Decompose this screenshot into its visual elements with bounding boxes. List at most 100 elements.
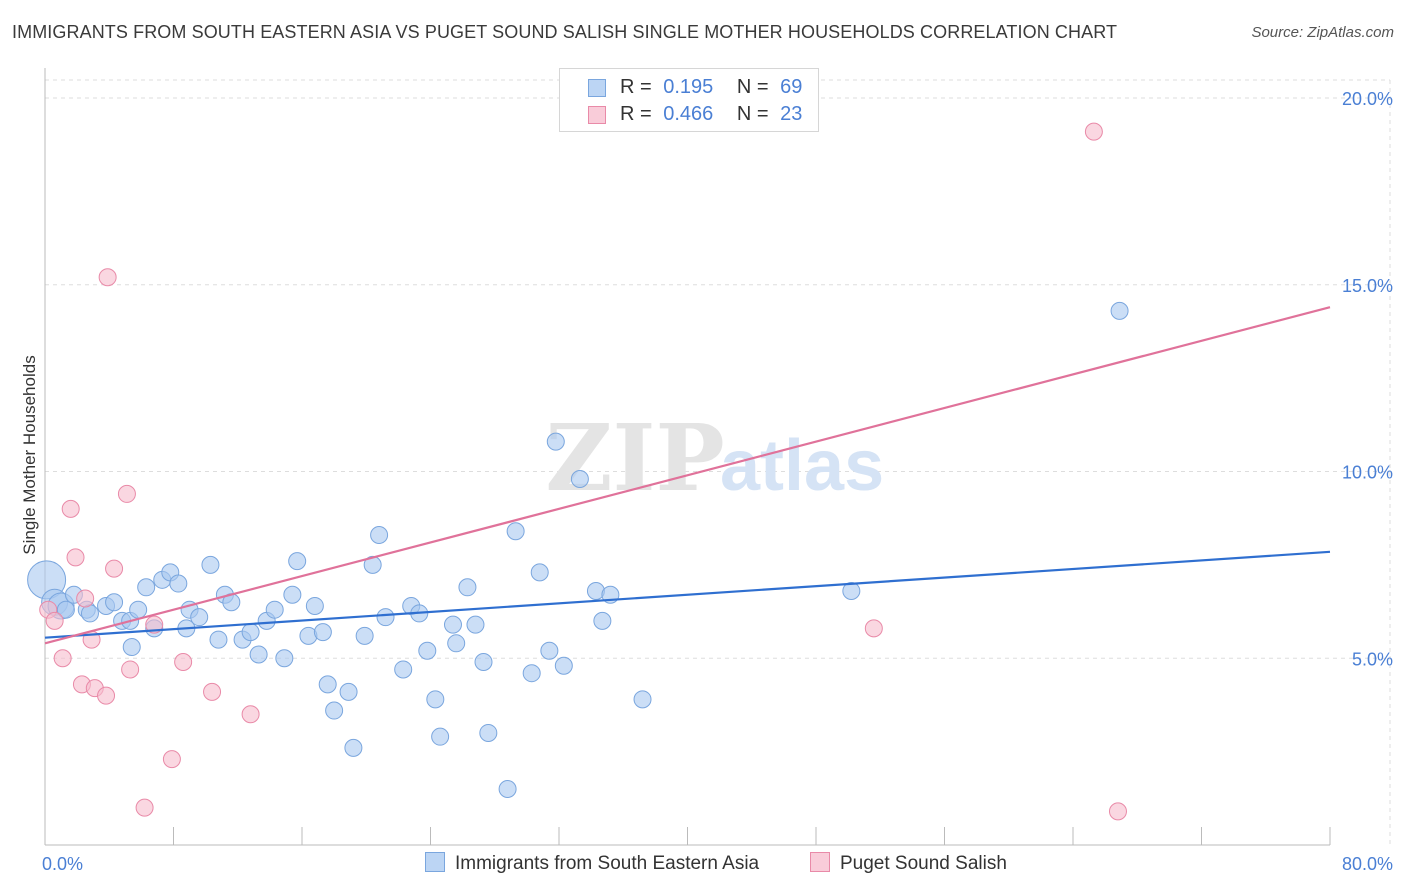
- point-immigrants-se-asia: [169, 574, 188, 593]
- point-puget-sound-salish: [66, 548, 85, 567]
- point-immigrants-se-asia: [498, 779, 517, 798]
- legend-swatch-blue: [588, 79, 606, 97]
- point-puget-sound-salish: [53, 649, 72, 668]
- point-immigrants-se-asia: [443, 615, 462, 634]
- point-immigrants-se-asia: [447, 634, 466, 653]
- y-tick-label: 10.0%: [1342, 463, 1393, 483]
- point-immigrants-se-asia: [283, 585, 302, 604]
- y-tick-label: 5.0%: [1352, 649, 1393, 669]
- series-swatch-pink: [810, 852, 830, 872]
- point-puget-sound-salish: [97, 686, 116, 705]
- legend-text-pink: R = 0.466 N = 23: [620, 103, 802, 126]
- series-swatch-blue: [425, 852, 445, 872]
- point-immigrants-se-asia: [241, 623, 260, 642]
- point-immigrants-se-asia: [288, 552, 307, 571]
- axes: [44, 68, 1331, 846]
- point-puget-sound-salish: [1084, 122, 1103, 141]
- legend-n-label: N =: [736, 76, 769, 98]
- legend-n-value: 23: [780, 103, 803, 125]
- point-puget-sound-salish: [61, 499, 80, 518]
- point-immigrants-se-asia: [593, 611, 612, 630]
- point-immigrants-se-asia: [275, 649, 294, 668]
- point-puget-sound-salish: [145, 615, 164, 634]
- point-immigrants-se-asia: [80, 604, 99, 623]
- point-immigrants-se-asia: [344, 738, 363, 757]
- point-puget-sound-salish: [203, 682, 222, 701]
- point-immigrants-se-asia: [305, 596, 324, 615]
- series-label-blue: Immigrants from South Eastern Asia: [455, 853, 760, 874]
- point-immigrants-se-asia: [458, 578, 477, 597]
- point-immigrants-se-asia: [479, 723, 498, 742]
- point-puget-sound-salish: [241, 705, 260, 724]
- point-immigrants-se-asia: [370, 525, 389, 544]
- point-immigrants-se-asia: [137, 578, 156, 597]
- point-immigrants-se-asia: [363, 555, 382, 574]
- point-immigrants-se-asia: [249, 645, 268, 664]
- point-immigrants-se-asia: [105, 593, 124, 612]
- point-immigrants-se-asia: [570, 469, 589, 488]
- point-immigrants-se-asia: [209, 630, 228, 649]
- trend-line-immigrants-se-asia: [44, 550, 1331, 639]
- point-immigrants-se-asia: [201, 555, 220, 574]
- y-tick-label: 15.0%: [1342, 276, 1393, 296]
- series-legend-blue: Immigrants from South Eastern Asia: [425, 852, 759, 875]
- point-immigrants-se-asia: [554, 656, 573, 675]
- point-immigrants-se-asia: [122, 638, 141, 657]
- chart-title: IMMIGRANTS FROM SOUTH EASTERN ASIA VS PU…: [12, 22, 1118, 42]
- point-immigrants-se-asia: [431, 727, 450, 746]
- point-immigrants-se-asia: [355, 626, 374, 645]
- legend-text-blue: R = 0.195 N = 69: [620, 76, 802, 99]
- point-immigrants-se-asia: [376, 608, 395, 627]
- point-puget-sound-salish: [135, 798, 154, 817]
- point-puget-sound-salish: [1108, 802, 1127, 821]
- point-immigrants-se-asia: [313, 623, 332, 642]
- tick-labels: 5.0% 10.0% 15.0% 20.0% 0.0% 80.0%: [42, 89, 1393, 874]
- series-legend-pink: Puget Sound Salish: [810, 852, 1007, 875]
- point-immigrants-se-asia: [540, 641, 559, 660]
- trend-line-puget-sound-salish: [44, 306, 1331, 645]
- point-immigrants-se-asia: [466, 615, 485, 634]
- point-immigrants-se-asia: [546, 432, 565, 451]
- point-immigrants-se-asia: [842, 582, 861, 601]
- point-immigrants-se-asia: [522, 664, 541, 683]
- point-immigrants-se-asia: [1110, 301, 1129, 320]
- point-immigrants-se-asia: [265, 600, 284, 619]
- legend-n-value: 69: [780, 76, 803, 98]
- point-immigrants-se-asia: [129, 600, 148, 619]
- legend-r-label: R =: [620, 76, 652, 98]
- trend-lines: [44, 306, 1331, 645]
- point-puget-sound-salish: [174, 652, 193, 671]
- point-puget-sound-salish: [105, 559, 124, 578]
- legend-r-value: 0.466: [663, 103, 714, 125]
- point-puget-sound-salish: [162, 750, 181, 769]
- point-puget-sound-salish: [45, 611, 64, 630]
- point-immigrants-se-asia: [474, 652, 493, 671]
- watermark-zip: ZIP: [545, 404, 724, 512]
- point-immigrants-se-asia: [325, 701, 344, 720]
- source-credit: Source: ZipAtlas.com: [1251, 24, 1394, 41]
- point-puget-sound-salish: [98, 268, 117, 287]
- watermark-atlas: atlas: [720, 426, 884, 506]
- point-immigrants-se-asia: [633, 690, 652, 709]
- point-immigrants-se-asia: [190, 608, 209, 627]
- x-tick-label: 80.0%: [1342, 854, 1393, 874]
- point-immigrants-se-asia: [506, 522, 525, 541]
- point-immigrants-se-asia: [418, 641, 437, 660]
- series-label-pink: Puget Sound Salish: [840, 853, 1007, 874]
- point-immigrants-se-asia: [318, 675, 337, 694]
- correlation-legend: R = 0.195 N = 69 R = 0.466 N = 23: [559, 68, 819, 132]
- point-immigrants-se-asia: [530, 563, 549, 582]
- legend-n-label: N =: [736, 103, 769, 125]
- point-immigrants-se-asia: [394, 660, 413, 679]
- x-tick-label: 0.0%: [42, 854, 83, 874]
- point-puget-sound-salish: [76, 589, 95, 608]
- legend-r-value: 0.195: [663, 76, 714, 98]
- watermark: ZIP atlas: [545, 404, 884, 512]
- point-puget-sound-salish: [121, 660, 140, 679]
- point-puget-sound-salish: [864, 619, 883, 638]
- legend-swatch-pink: [588, 106, 606, 124]
- y-tick-label: 20.0%: [1342, 89, 1393, 109]
- point-immigrants-se-asia: [339, 682, 358, 701]
- point-immigrants-se-asia: [426, 690, 445, 709]
